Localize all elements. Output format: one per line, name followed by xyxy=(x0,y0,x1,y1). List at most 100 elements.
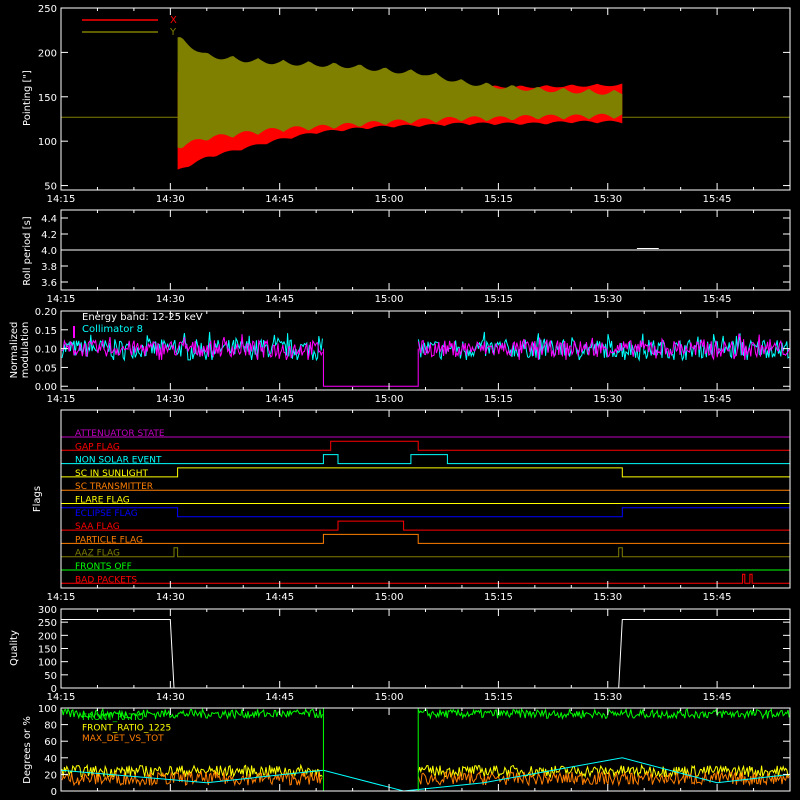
x-tick-label: 14:30 xyxy=(156,194,185,205)
x-tick-label: 15:30 xyxy=(593,194,622,205)
y-tick-label: 0.05 xyxy=(35,363,57,374)
modulation-gap-line xyxy=(322,348,419,387)
flag-label-particle-flag: PARTICLE FLAG xyxy=(75,535,143,545)
x-tick-label: 14:45 xyxy=(265,692,294,703)
flag-line-saa-flag xyxy=(61,520,790,531)
y-tick-label: 3.8 xyxy=(41,262,57,273)
x-tick-label: 14:45 xyxy=(265,592,294,603)
ratio-series-line xyxy=(417,763,790,779)
ratios-marks xyxy=(60,707,791,792)
y-tick-label: 0 xyxy=(51,787,57,798)
x-tick-label: 15:00 xyxy=(375,194,404,205)
x-tick-label: 14:30 xyxy=(156,394,185,405)
flag-label-sc-transmitter: SC TRANSMITTER xyxy=(75,482,153,492)
x-tick-label: 15:00 xyxy=(375,692,404,703)
y-tick-label: 4.4 xyxy=(41,214,57,225)
x-tick-label: 14:30 xyxy=(156,592,185,603)
y-tick-label: 150 xyxy=(38,93,57,104)
x-tick-label: 14:30 xyxy=(156,692,185,703)
ratios-legend: FRONT_RATIOFRONT_RATIO_1225MAX_DET_VS_TO… xyxy=(82,713,171,744)
y-tick-label: 200 xyxy=(38,631,57,642)
y-tick-label: 150 xyxy=(38,645,57,656)
modulation-panel: 0.00 0.05 0.10 0.15 0.20 14:15 14:30 14:45 15:00… xyxy=(9,307,791,405)
pointing-panel: XY 50 100 150 200 250 14:15 14:30 14:45 15:00 15:… xyxy=(22,4,791,205)
y-tick-label: 0.10 xyxy=(35,345,57,356)
quality-ylabel: Quality xyxy=(9,630,20,666)
modulation-ylabel-line1: Normalized xyxy=(9,322,20,379)
x-tick-label: 14:45 xyxy=(265,194,294,205)
modulation-legend-label: Collimator 8 xyxy=(82,324,143,335)
x-tick-label: 15:45 xyxy=(703,194,732,205)
x-tick-label: 15:30 xyxy=(593,592,622,603)
y-tick-label: 50 xyxy=(44,182,57,193)
flag-label-sc-in-sunlight: SC IN SUNLIGHT xyxy=(75,469,149,479)
flag-line-non-solar-event xyxy=(61,454,790,465)
y-tick-label: 100 xyxy=(38,137,57,148)
ratio-series-line xyxy=(61,707,323,721)
y-tick-label: 250 xyxy=(38,618,57,629)
quality-axes: 0 50 100 150 200 250 300 14:15 14:30 14:45 15:00 15… xyxy=(38,605,790,703)
flag-line-eclipse-flag xyxy=(60,507,791,518)
ratios-legend-label: MAX_DET_VS_TOT xyxy=(82,734,164,744)
y-tick-label: 250 xyxy=(38,4,57,15)
flag-line-bad-packets xyxy=(61,573,790,584)
x-tick-label: 14:45 xyxy=(265,394,294,405)
modulation-series-line xyxy=(61,334,323,361)
y-tick-label: 0.00 xyxy=(35,382,57,393)
flag-label-non-solar-event: NON SOLAR EVENT xyxy=(75,456,162,466)
x-tick-label: 15:45 xyxy=(703,692,732,703)
ratios-legend-label: FRONT_RATIO xyxy=(82,713,144,723)
y-tick-label: 200 xyxy=(38,48,57,59)
y-tick-label: 300 xyxy=(38,605,57,616)
x-tick-label: 15:00 xyxy=(375,294,404,305)
pointing-marks: XY xyxy=(61,15,790,170)
x-tick-label: 15:15 xyxy=(484,394,513,405)
x-tick-label: 14:15 xyxy=(47,592,76,603)
x-tick-label: 14:15 xyxy=(47,194,76,205)
y-tick-label: 40 xyxy=(44,754,57,765)
x-tick-label: 14:45 xyxy=(265,294,294,305)
ratios-panel: 0 20 40 60 80 100 Degrees or % FRONT_RATIOFRO… xyxy=(22,704,791,798)
roll-period-ylabel: Roll period [s] xyxy=(22,216,33,285)
flag-line-sc-in-sunlight xyxy=(61,467,790,478)
ratios-legend-label: FRONT_RATIO_1225 xyxy=(82,724,171,734)
ratio-aspect-line xyxy=(60,757,791,792)
x-tick-label: 15:45 xyxy=(703,592,732,603)
x-tick-label: 15:30 xyxy=(593,394,622,405)
ratios-ylabel: Degrees or % xyxy=(22,716,33,784)
pointing-legend-label: Y xyxy=(169,27,177,38)
x-tick-label: 15:30 xyxy=(593,294,622,305)
roll-period-panel: 3.6 3.8 4.0 4.2 4.4 14:15 14:30 14:45 15:00 15:15… xyxy=(22,209,791,305)
modulation-series-line xyxy=(61,331,323,362)
roll-period-axes: 3.6 3.8 4.0 4.2 4.4 14:15 14:30 14:45 15:00 15:15… xyxy=(41,210,790,305)
flag-line-gap-flag xyxy=(61,440,790,451)
flags-marks: ATTENUATOR STATE GAP FLAG NON SOLAR EVENT S… xyxy=(60,429,791,585)
y-tick-label: 100 xyxy=(38,704,57,715)
x-tick-label: 14:15 xyxy=(47,692,76,703)
ratio-series-line xyxy=(417,707,790,721)
modulation-series-line xyxy=(417,333,790,361)
flag-label-bad-packets: BAD PACKETS xyxy=(75,575,137,585)
y-tick-label: 100 xyxy=(38,658,57,669)
x-tick-label: 15:30 xyxy=(593,692,622,703)
x-tick-label: 15:15 xyxy=(484,294,513,305)
ratio-series-line xyxy=(61,770,323,787)
y-tick-label: 4.2 xyxy=(41,230,57,241)
flag-label-eclipse-flag: ECLIPSE FLAG xyxy=(75,509,138,519)
y-tick-label: 50 xyxy=(44,671,57,682)
pointing-y-band xyxy=(177,37,623,149)
ratios-axes: 0 20 40 60 80 100 xyxy=(38,704,790,798)
flag-label-attenuator-state: ATTENUATOR STATE xyxy=(75,429,165,439)
ratio-series-line xyxy=(417,770,790,787)
x-tick-label: 15:15 xyxy=(484,194,513,205)
x-tick-label: 15:45 xyxy=(703,394,732,405)
x-tick-label: 15:00 xyxy=(375,592,404,603)
y-tick-label: 3.6 xyxy=(41,278,57,289)
flag-label-fronts-off: FRONTS OFF xyxy=(75,562,132,572)
y-tick-label: 0.20 xyxy=(35,307,57,318)
y-tick-label: 0.15 xyxy=(35,326,57,337)
flags-panel: ATTENUATOR STATE GAP FLAG NON SOLAR EVENT S… xyxy=(32,409,791,603)
modulation-ylabel-line2: modulation xyxy=(20,322,31,379)
